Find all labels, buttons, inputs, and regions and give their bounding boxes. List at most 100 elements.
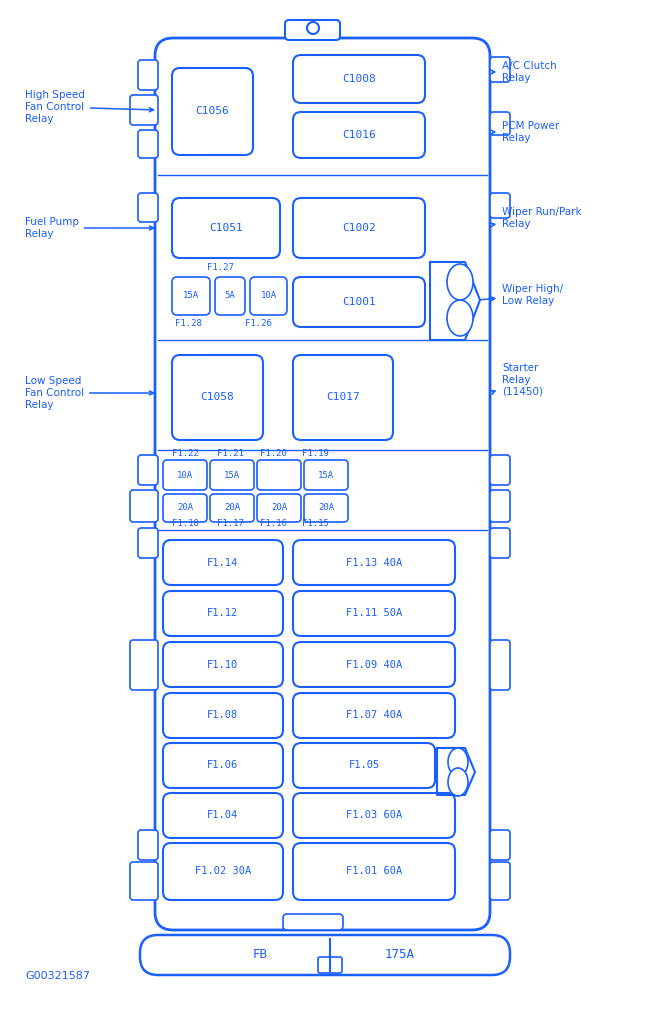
FancyBboxPatch shape — [155, 38, 490, 930]
Text: C1008: C1008 — [342, 74, 376, 84]
FancyBboxPatch shape — [283, 914, 343, 930]
FancyBboxPatch shape — [490, 193, 510, 218]
FancyBboxPatch shape — [490, 112, 510, 135]
FancyBboxPatch shape — [490, 57, 510, 82]
FancyBboxPatch shape — [293, 843, 455, 900]
FancyBboxPatch shape — [163, 591, 283, 636]
FancyBboxPatch shape — [138, 455, 158, 485]
FancyBboxPatch shape — [138, 130, 158, 158]
Text: F1.26: F1.26 — [245, 318, 272, 328]
Text: 20A: 20A — [224, 504, 240, 512]
FancyBboxPatch shape — [490, 455, 510, 485]
FancyBboxPatch shape — [490, 490, 510, 522]
FancyBboxPatch shape — [304, 460, 348, 490]
Ellipse shape — [448, 768, 468, 796]
FancyBboxPatch shape — [140, 935, 510, 975]
FancyBboxPatch shape — [172, 68, 253, 155]
FancyBboxPatch shape — [318, 957, 342, 973]
Text: Fuel Pump
Relay: Fuel Pump Relay — [25, 217, 154, 239]
Text: F1.13 40A: F1.13 40A — [346, 557, 402, 567]
FancyBboxPatch shape — [293, 793, 455, 838]
Ellipse shape — [447, 300, 473, 336]
FancyBboxPatch shape — [490, 830, 510, 860]
FancyBboxPatch shape — [130, 640, 158, 690]
Text: C1017: C1017 — [326, 392, 360, 402]
FancyBboxPatch shape — [172, 278, 210, 315]
FancyBboxPatch shape — [130, 490, 158, 522]
FancyBboxPatch shape — [163, 642, 283, 687]
Text: 15A: 15A — [183, 292, 199, 300]
FancyBboxPatch shape — [138, 193, 158, 222]
FancyBboxPatch shape — [172, 355, 263, 440]
FancyBboxPatch shape — [130, 862, 158, 900]
Text: F1.08: F1.08 — [207, 711, 239, 721]
FancyBboxPatch shape — [250, 278, 287, 315]
Text: FB: FB — [253, 948, 268, 962]
Text: C1001: C1001 — [342, 297, 376, 307]
FancyBboxPatch shape — [257, 494, 301, 522]
Text: Wiper Run/Park
Relay: Wiper Run/Park Relay — [491, 207, 582, 228]
FancyBboxPatch shape — [293, 642, 455, 687]
Text: Low Speed
Fan Control
Relay: Low Speed Fan Control Relay — [25, 377, 154, 410]
Text: Wiper High/
Low Relay: Wiper High/ Low Relay — [481, 285, 563, 306]
Text: C1056: C1056 — [195, 106, 230, 117]
Text: A/C Clutch
Relay: A/C Clutch Relay — [491, 61, 557, 83]
Text: F1.04: F1.04 — [207, 811, 239, 820]
Text: C1058: C1058 — [201, 392, 234, 402]
Text: F1.18: F1.18 — [172, 518, 198, 527]
FancyBboxPatch shape — [490, 640, 510, 690]
Text: 15A: 15A — [224, 470, 240, 479]
Text: C1002: C1002 — [342, 223, 376, 233]
FancyBboxPatch shape — [130, 95, 158, 125]
FancyBboxPatch shape — [163, 793, 283, 838]
FancyBboxPatch shape — [163, 843, 283, 900]
Text: F1.19: F1.19 — [302, 449, 329, 458]
FancyBboxPatch shape — [293, 278, 425, 327]
Text: F1.14: F1.14 — [207, 557, 239, 567]
FancyBboxPatch shape — [210, 494, 254, 522]
FancyBboxPatch shape — [215, 278, 245, 315]
Text: 15A: 15A — [318, 470, 334, 479]
Ellipse shape — [448, 748, 468, 776]
Text: F1.15: F1.15 — [302, 518, 329, 527]
FancyBboxPatch shape — [163, 460, 207, 490]
FancyBboxPatch shape — [163, 494, 207, 522]
Text: F1.28: F1.28 — [174, 318, 201, 328]
Text: F1.17: F1.17 — [216, 518, 243, 527]
Text: F1.01 60A: F1.01 60A — [346, 866, 402, 877]
FancyBboxPatch shape — [293, 591, 455, 636]
FancyBboxPatch shape — [490, 528, 510, 558]
Text: 20A: 20A — [318, 504, 334, 512]
Text: Starter
Relay
(11450): Starter Relay (11450) — [491, 364, 543, 396]
Text: 20A: 20A — [177, 504, 193, 512]
FancyBboxPatch shape — [138, 528, 158, 558]
FancyBboxPatch shape — [163, 743, 283, 788]
FancyBboxPatch shape — [285, 20, 340, 40]
Text: 10A: 10A — [260, 292, 277, 300]
Text: F1.27: F1.27 — [207, 263, 234, 272]
Text: PCM Power
Relay: PCM Power Relay — [491, 121, 560, 142]
Text: F1.09 40A: F1.09 40A — [346, 659, 402, 670]
FancyBboxPatch shape — [163, 540, 283, 585]
FancyBboxPatch shape — [293, 55, 425, 103]
Text: 10A: 10A — [177, 470, 193, 479]
Ellipse shape — [447, 264, 473, 300]
Text: F1.22: F1.22 — [172, 449, 198, 458]
FancyBboxPatch shape — [293, 112, 425, 158]
Text: 5A: 5A — [224, 292, 236, 300]
Text: F1.21: F1.21 — [216, 449, 243, 458]
Text: C1051: C1051 — [209, 223, 243, 233]
FancyBboxPatch shape — [257, 460, 301, 490]
Text: F1.16: F1.16 — [260, 518, 287, 527]
FancyBboxPatch shape — [293, 743, 435, 788]
Text: F1.02 30A: F1.02 30A — [195, 866, 251, 877]
FancyBboxPatch shape — [304, 494, 348, 522]
FancyBboxPatch shape — [210, 460, 254, 490]
Text: F1.07 40A: F1.07 40A — [346, 711, 402, 721]
Text: G00321587: G00321587 — [25, 971, 90, 981]
Text: F1.10: F1.10 — [207, 659, 239, 670]
Text: C1016: C1016 — [342, 130, 376, 140]
Text: F1.12: F1.12 — [207, 608, 239, 618]
Text: F1.05: F1.05 — [348, 761, 380, 770]
FancyBboxPatch shape — [138, 60, 158, 90]
